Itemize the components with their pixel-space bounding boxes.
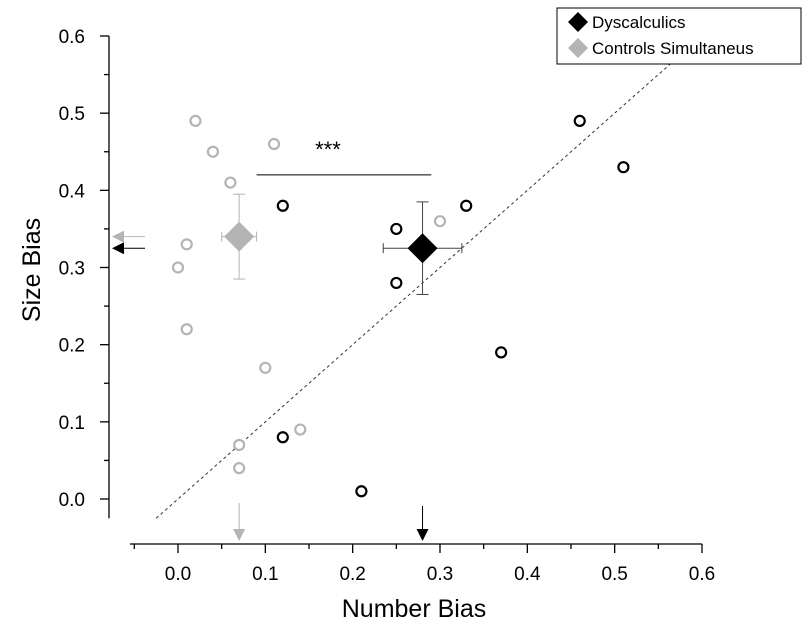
dyscalculic-y-marginal-arrowhead (112, 242, 124, 255)
control-point (259, 361, 272, 374)
y-axis: 0.0 0.1 0.2 0.3 0.4 0.5 0.6 (59, 27, 110, 519)
dyscalculic-x-marginal-arrowhead (416, 529, 429, 541)
diagonal-line (155, 35, 703, 519)
dyscalculic-point (276, 199, 289, 212)
x-tick-label: 0.3 (427, 564, 453, 585)
significance-annotation: *** (256, 137, 432, 176)
legend-label: Controls Simultaneus (592, 39, 754, 58)
y-tick-label: 0.4 (59, 181, 86, 202)
y-tick-label: 0.5 (59, 104, 85, 125)
x-tick-label: 0.2 (339, 564, 365, 585)
dyscalculic-mean-diamond (407, 233, 438, 264)
x-axis: 0.0 0.1 0.2 0.3 0.4 0.5 0.6 (129, 543, 715, 585)
y-tick-label: 0.3 (59, 258, 85, 279)
legend-label: Dyscalculics (592, 13, 686, 32)
control-point (206, 145, 220, 158)
dyscalculic-point (495, 346, 508, 359)
legend-marker-diamond (568, 38, 588, 58)
control-point (233, 462, 246, 475)
control-point (180, 323, 193, 336)
y-tick-label: 0.6 (59, 27, 85, 48)
legend-box (556, 7, 802, 65)
y-axis-title: Size Bias (18, 218, 46, 322)
y-tick-label: 0.0 (59, 490, 85, 511)
marginal-arrows (112, 230, 429, 541)
group-means (221, 193, 463, 296)
control-point (180, 238, 193, 251)
significance-label: *** (315, 137, 341, 162)
control-y-marginal-arrowhead (112, 230, 124, 243)
control-point (294, 423, 307, 436)
x-tick-label: 0.4 (514, 564, 541, 585)
y-tick-label: 0.1 (59, 413, 85, 434)
control-x-marginal-arrowhead (233, 529, 246, 541)
control-point (171, 261, 185, 274)
dyscalculic-point (390, 276, 403, 290)
dyscalculic-point (617, 161, 630, 174)
dyscalculic-point (573, 114, 586, 127)
x-axis-title: Number Bias (342, 595, 487, 623)
x-tick-label: 0.1 (252, 564, 278, 585)
dyscalculic-point (460, 199, 473, 212)
x-tick-label: 0.6 (689, 564, 715, 585)
y-tick-label: 0.2 (59, 336, 85, 357)
control-point (224, 176, 237, 189)
control-mean-diamond (224, 221, 255, 252)
x-tick-label: 0.0 (165, 564, 191, 585)
control-point (267, 137, 281, 151)
dyscalculic-point (390, 222, 403, 236)
control-point (233, 438, 246, 452)
legend: Dyscalculics Controls Simultaneus (556, 7, 802, 65)
legend-marker-diamond (568, 12, 588, 32)
dyscalculic-point (355, 485, 368, 498)
dyscalculic-point (276, 431, 289, 444)
control-point (433, 215, 447, 228)
data-points (171, 114, 630, 498)
x-tick-label: 0.5 (601, 564, 627, 585)
control-point (189, 114, 202, 127)
diagonal-line-group (155, 35, 703, 519)
